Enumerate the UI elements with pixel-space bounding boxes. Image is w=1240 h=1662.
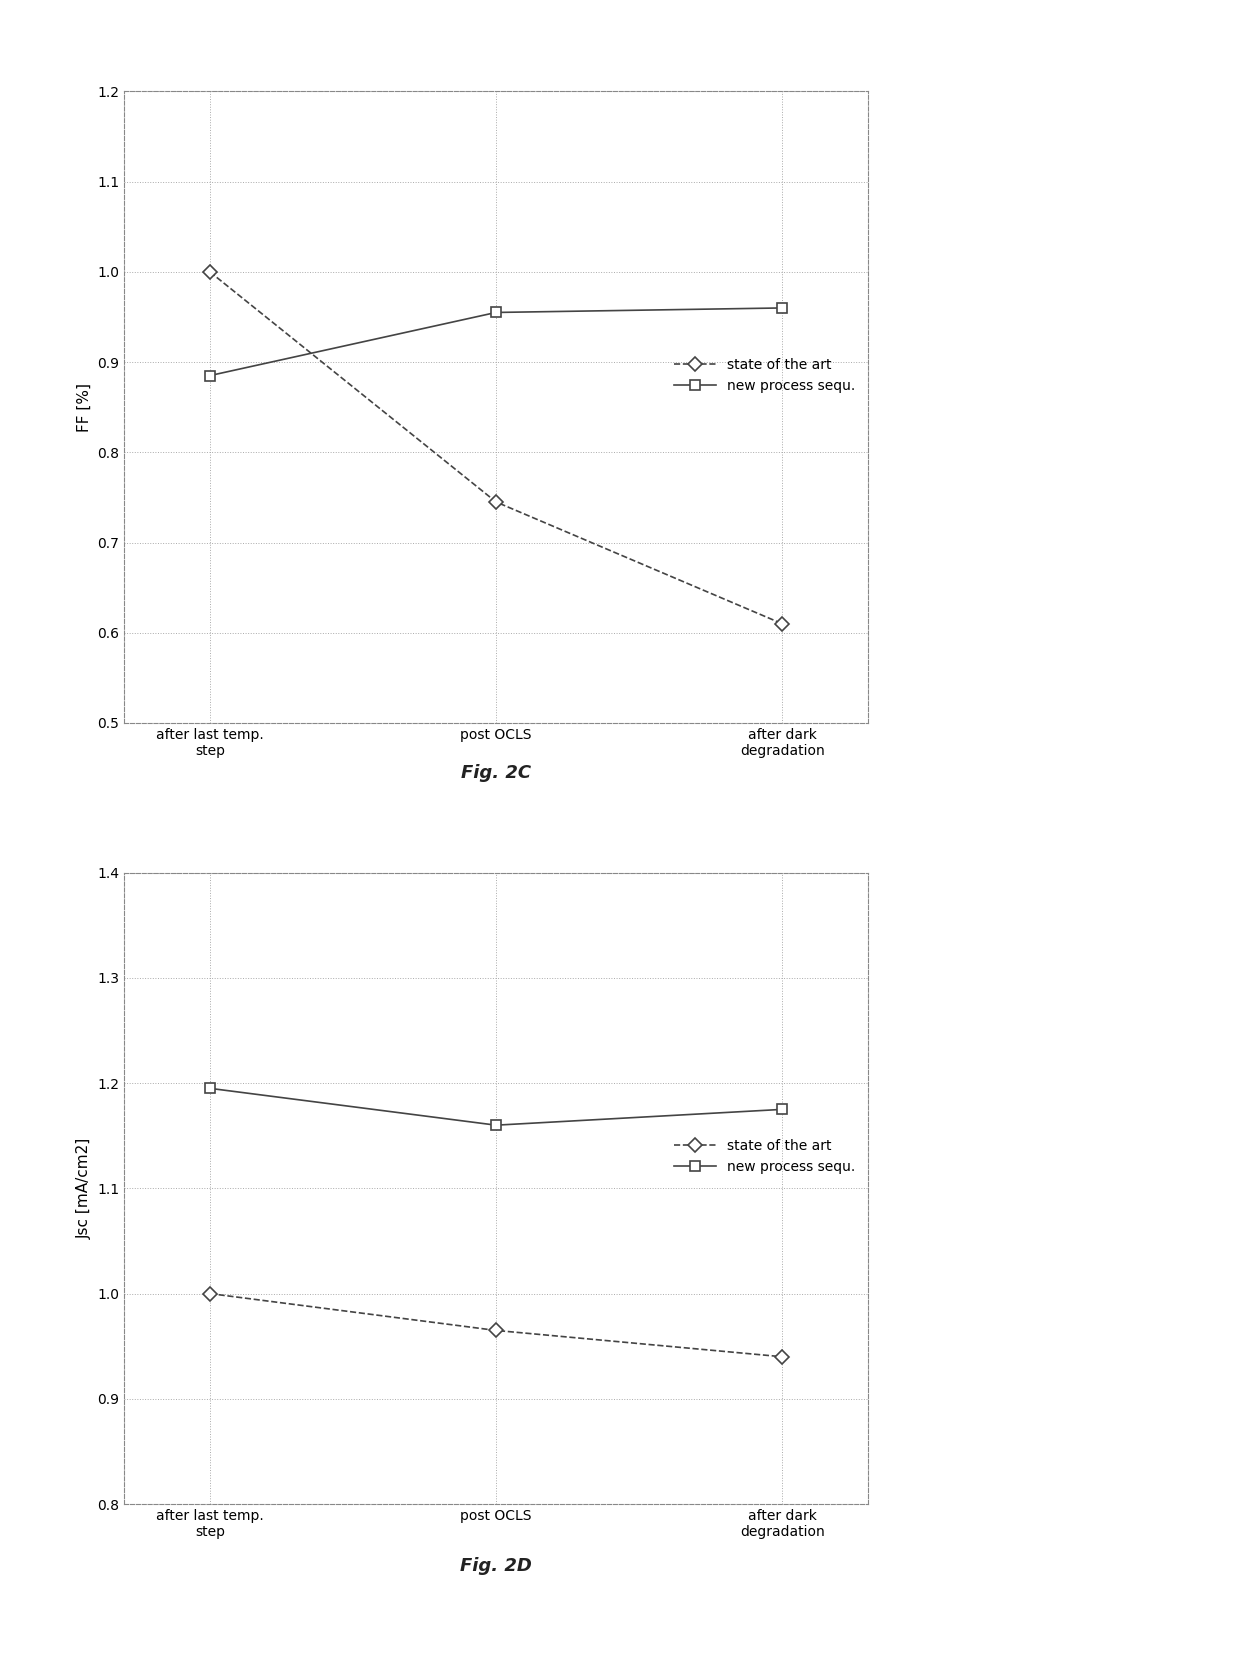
Line: state of the art: state of the art (205, 268, 787, 628)
Y-axis label: Jsc [mA/cm2]: Jsc [mA/cm2] (77, 1138, 92, 1238)
new process sequ. (202, 1079, 217, 1099)
new process sequ. (202, 366, 217, 386)
Text: Fig. 2C: Fig. 2C (461, 765, 531, 781)
Y-axis label: FF [%]: FF [%] (77, 382, 92, 432)
Line: new process sequ.: new process sequ. (205, 302, 787, 381)
new process sequ. (489, 302, 503, 322)
state of the art (489, 492, 503, 512)
Text: Fig. 2D: Fig. 2D (460, 1557, 532, 1574)
new process sequ. (775, 1100, 790, 1120)
Line: new process sequ.: new process sequ. (205, 1084, 787, 1130)
new process sequ. (775, 297, 790, 317)
state of the art (775, 613, 790, 633)
state of the art (775, 1346, 790, 1366)
state of the art (202, 1283, 217, 1303)
Legend: state of the art, new process sequ.: state of the art, new process sequ. (668, 352, 861, 399)
state of the art (202, 263, 217, 283)
Legend: state of the art, new process sequ.: state of the art, new process sequ. (668, 1133, 861, 1180)
new process sequ. (489, 1115, 503, 1135)
Line: state of the art: state of the art (205, 1288, 787, 1361)
state of the art (489, 1320, 503, 1340)
